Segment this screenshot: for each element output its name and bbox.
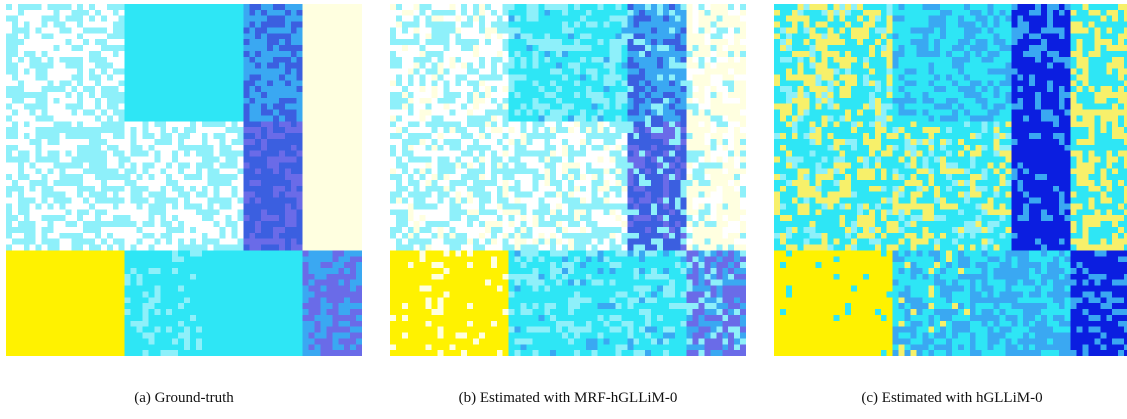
mrf-hgllim-map-image [390,4,746,356]
caption-a: (a) Ground-truth [134,390,234,406]
panel-hgllim [774,4,1127,356]
caption-b: (b) Estimated with MRF-hGLLiM-0 [458,390,678,406]
ground-truth-map-image [6,4,362,356]
panel-ground-truth [6,4,362,356]
hgllim-map-image [774,4,1127,356]
panel-mrf-hgllim [390,4,746,356]
caption-c: (c) Estimated with hGLLiM-0 [861,390,1043,406]
